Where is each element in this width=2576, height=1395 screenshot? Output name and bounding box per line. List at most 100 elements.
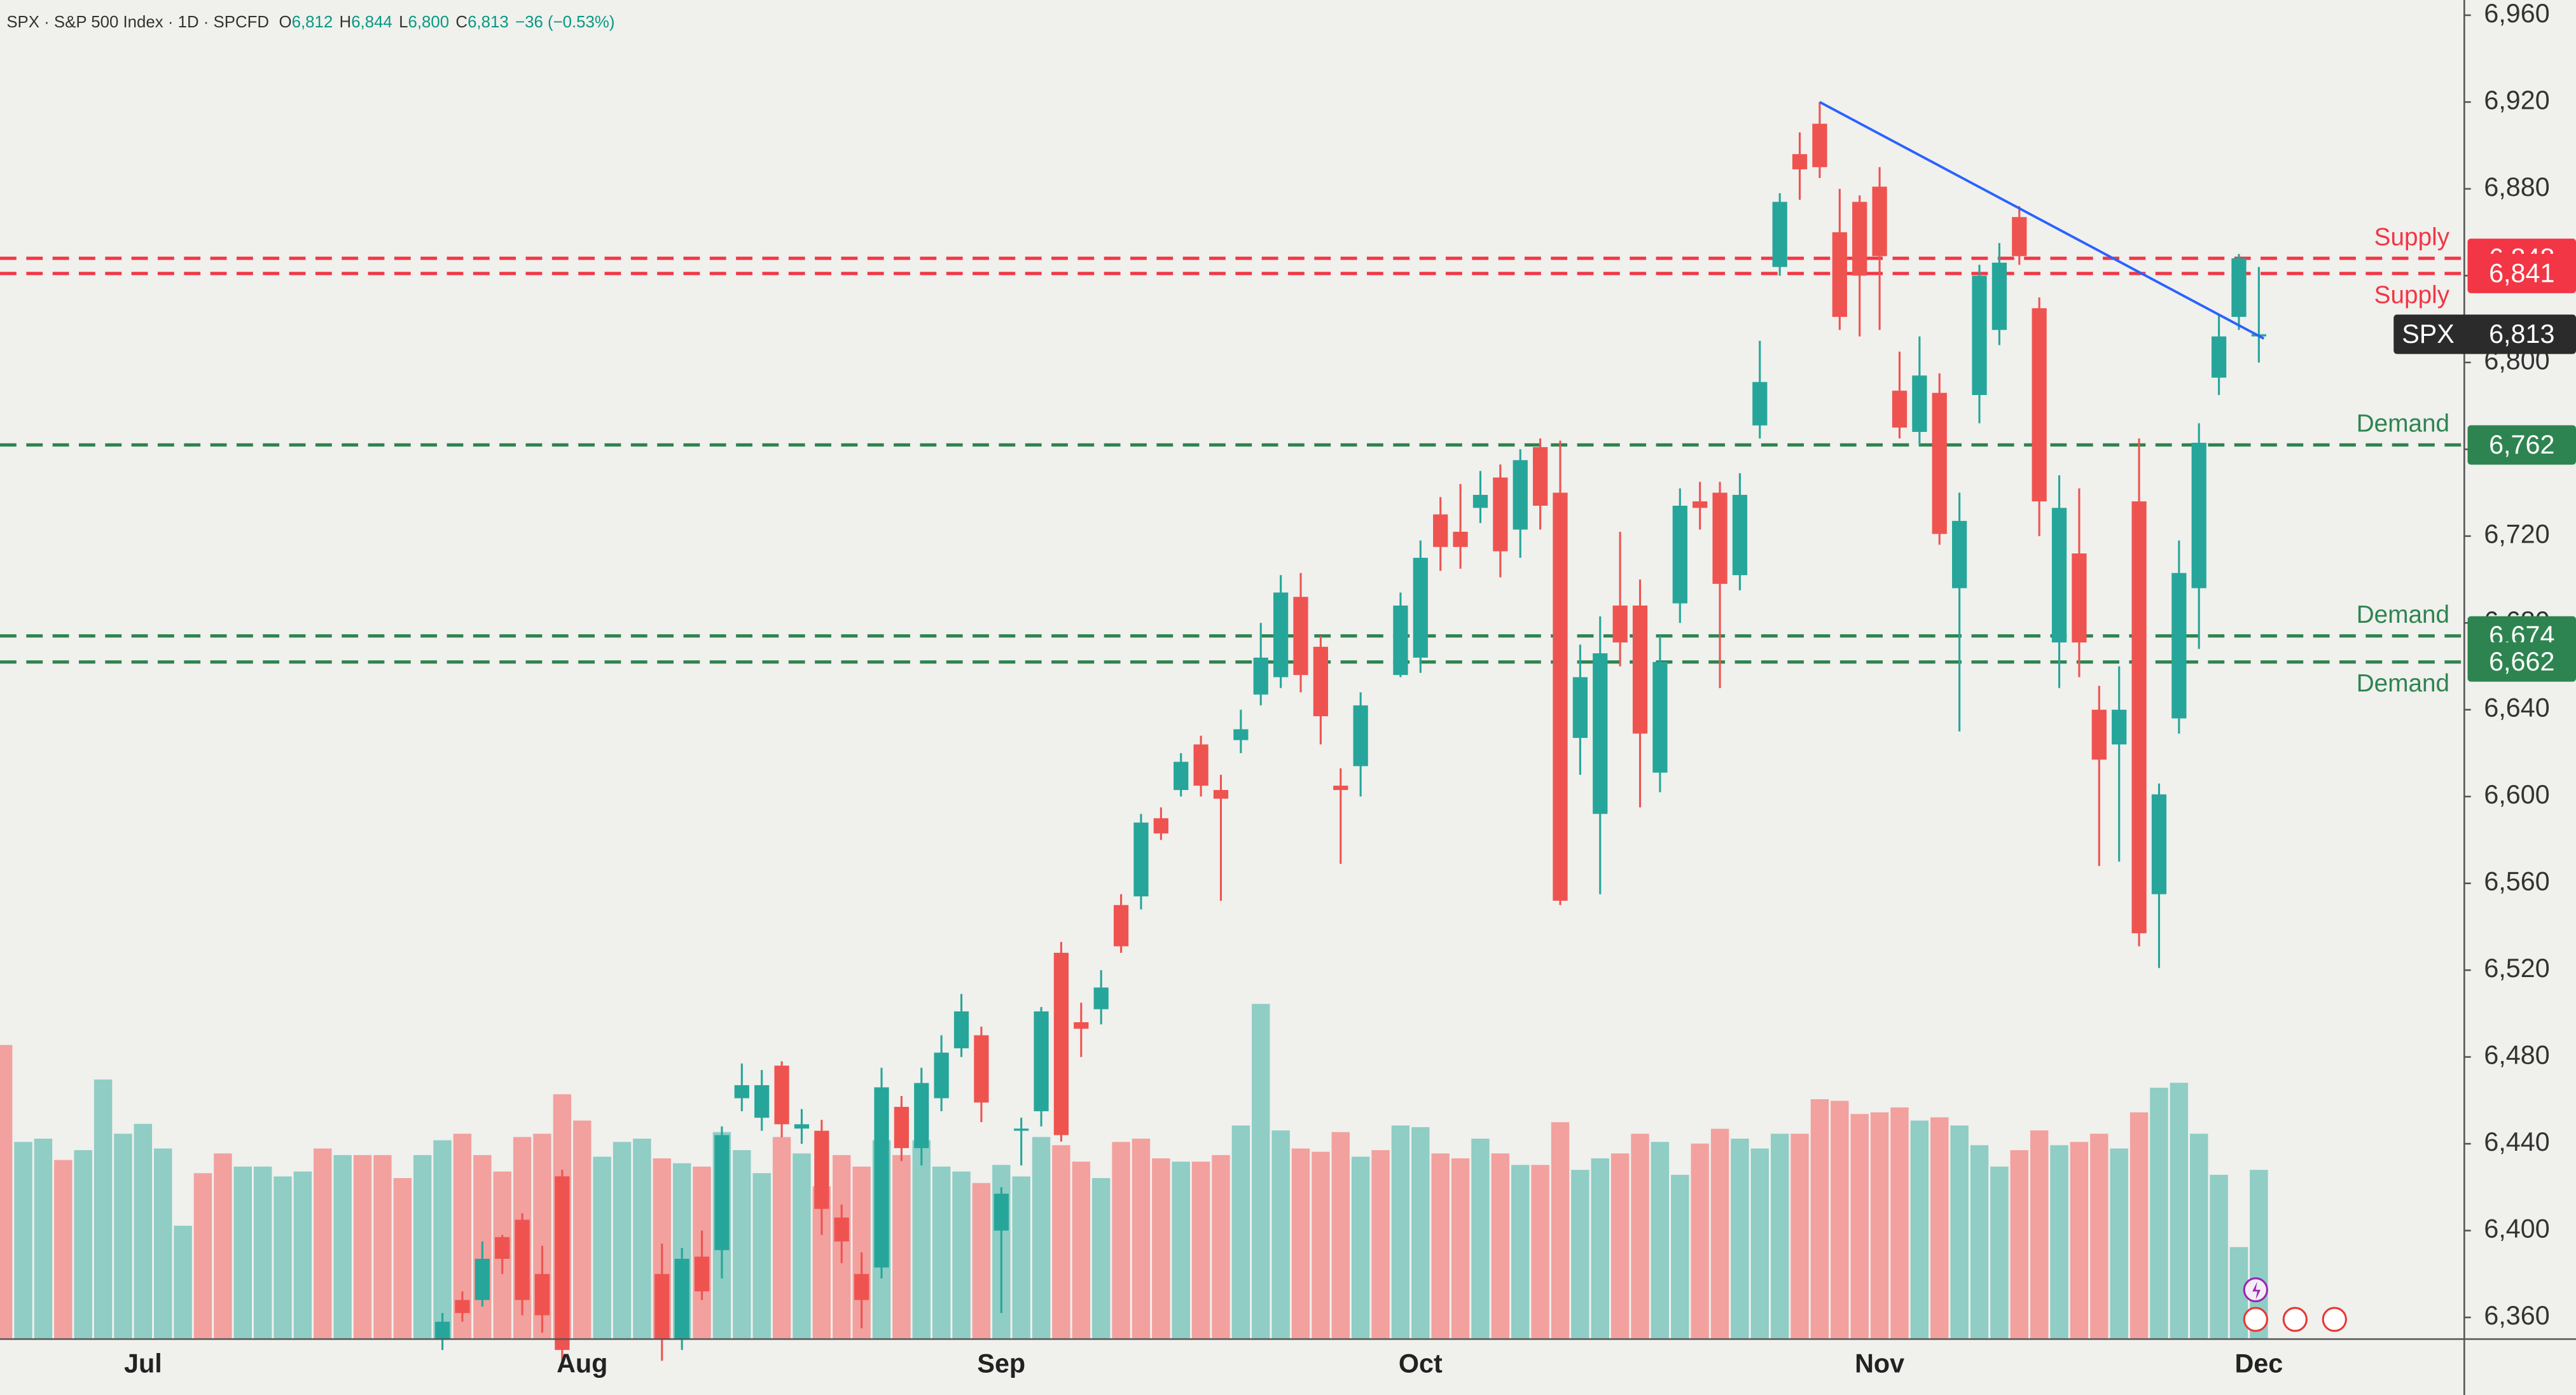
candle-body [1852, 202, 1867, 276]
candle-body [1832, 232, 1847, 317]
candle-body [1074, 1022, 1089, 1029]
candle-body [1433, 514, 1448, 547]
y-tick-label: 6,640 [2484, 693, 2549, 723]
volume-bar [274, 1176, 292, 1340]
volume-bar [1351, 1156, 1370, 1340]
level-label: Demand [2357, 410, 2449, 438]
volume-pane [0, 1004, 2268, 1340]
volume-bar [1312, 1151, 1330, 1340]
candle-body [1413, 557, 1428, 658]
volume-bar [233, 1166, 252, 1340]
volume-bar [2090, 1134, 2109, 1340]
candle-body [1153, 818, 1168, 834]
volume-bar [154, 1148, 172, 1340]
volume-bar [1950, 1125, 1969, 1340]
candle-body [1792, 154, 1808, 170]
header: SPX · S&P 500 Index · 1D · SPCFD O6,812 H6… [6, 13, 614, 31]
volume-bar [972, 1183, 991, 1340]
y-tick-label: 6,520 [2484, 954, 2549, 983]
volume-bar [1012, 1176, 1030, 1340]
x-tick-label: Oct [1399, 1349, 1443, 1378]
volume-bar [34, 1139, 53, 1340]
candle-body [874, 1087, 889, 1268]
level-tag-label: 6,841 [2489, 258, 2554, 288]
volume-bar [1191, 1162, 1210, 1340]
candle-body [1472, 494, 1488, 508]
flag-icon[interactable] [2322, 1307, 2347, 1332]
candle-body [674, 1258, 689, 1340]
volume-bar [1531, 1165, 1549, 1340]
ohlc-key: C [455, 13, 467, 31]
y-tick-label: 6,600 [2484, 780, 2549, 809]
volume-bar [1930, 1117, 1949, 1340]
candle-body [914, 1083, 929, 1148]
volume-bar [1770, 1134, 1789, 1340]
price-axis: Jul Aug Sep Oct Nov Dec 6,360 6,400 6,440 6,480 6,… [124, 0, 2550, 1378]
candle-body [1273, 592, 1289, 677]
volume-bar [733, 1150, 751, 1340]
candle-body [495, 1237, 510, 1259]
candle-body [1693, 501, 1708, 508]
volume-bar [2210, 1174, 2228, 1340]
volume-bar [1790, 1134, 1809, 1340]
volume-bar [1831, 1100, 1849, 1340]
volume-bar [1411, 1127, 1430, 1340]
candle-body [1912, 375, 1927, 433]
candle-body [1752, 382, 1768, 426]
trendline [1819, 101, 2265, 340]
candle-body [434, 1321, 450, 1340]
candle-body [1453, 531, 1468, 547]
volume-bar [174, 1225, 192, 1340]
volume-bar [1691, 1143, 1709, 1340]
candle-body [1732, 494, 1748, 576]
candle-body [1253, 657, 1268, 695]
volume-bar [253, 1166, 272, 1340]
level-tag [2467, 425, 2576, 465]
y-tick-label: 6,720 [2484, 520, 2549, 549]
volume-bar [1391, 1125, 1410, 1340]
candle-body [953, 1011, 969, 1048]
volume-bar [1870, 1112, 1889, 1340]
candle-body [1193, 744, 1208, 786]
volume-bar [1910, 1120, 1929, 1340]
volume-bar [114, 1134, 132, 1340]
candle-body [2032, 308, 2047, 502]
volume-bar [1810, 1099, 1829, 1340]
volume-bar [1750, 1148, 1769, 1340]
volume-bar [0, 1045, 13, 1340]
symbol: SPX · S&P 500 Index · 1D · SPCFD [6, 13, 269, 31]
volume-bar [2190, 1134, 2208, 1340]
volume-bar [1671, 1174, 1689, 1340]
candle-body [534, 1274, 550, 1315]
volume-bar [1271, 1130, 1290, 1340]
ohlc-value: 6,813 [467, 13, 509, 31]
volume-bar [1152, 1158, 1170, 1340]
volume-bar [1132, 1139, 1151, 1340]
candle-body [814, 1130, 829, 1209]
ohlc-value: 6,800 [408, 13, 449, 31]
candle-body [455, 1300, 470, 1314]
candle-body [1672, 506, 1687, 604]
last-price-name: SPX [2402, 319, 2455, 349]
candle-body [1293, 597, 1308, 676]
level-label: Demand [2357, 601, 2449, 628]
candle-body [1612, 605, 1628, 642]
ohlc-key: O [279, 13, 292, 31]
volume-bar [1072, 1162, 1091, 1340]
flag-icon[interactable] [2243, 1307, 2268, 1332]
candle-body [1532, 447, 1548, 506]
ohlc-key: H [340, 13, 352, 31]
volume-bar [314, 1148, 332, 1340]
flag-icon[interactable] [2282, 1307, 2308, 1332]
level-tag-label: 6,762 [2489, 430, 2554, 459]
candle-body [1034, 1011, 1049, 1111]
volume-bar [633, 1139, 651, 1340]
volume-bar [593, 1156, 611, 1340]
volume-bar [2010, 1150, 2028, 1340]
candle-body [1493, 477, 1508, 552]
level-tag-label: 6,662 [2489, 647, 2554, 676]
candle-body [2211, 336, 2227, 378]
volume-bar [1970, 1145, 1989, 1340]
volume-bar [2150, 1087, 2168, 1340]
